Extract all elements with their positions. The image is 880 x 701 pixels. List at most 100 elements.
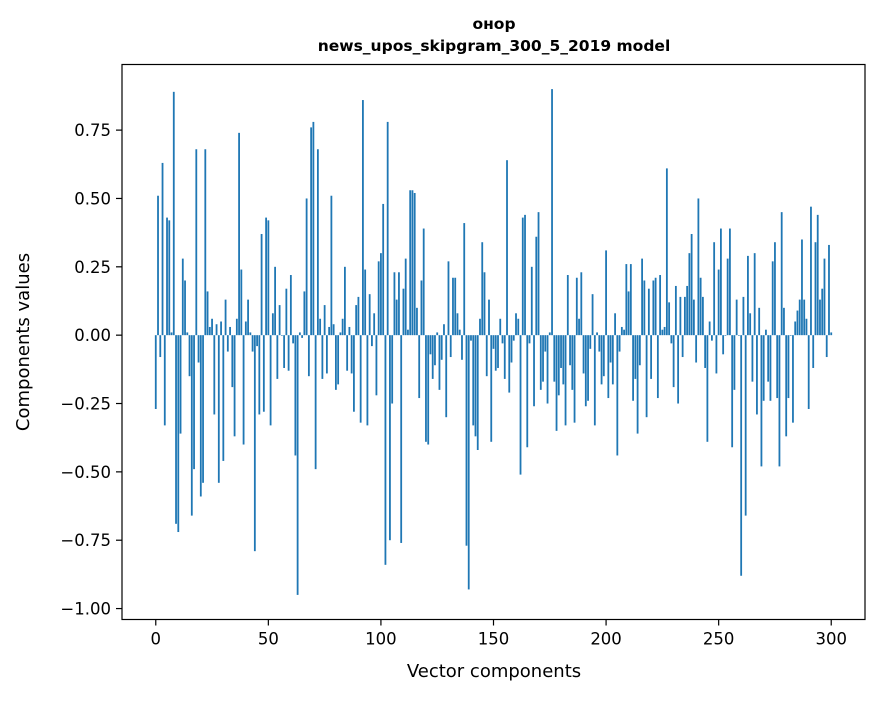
bar — [240, 269, 243, 336]
bar — [161, 162, 164, 336]
bar — [206, 291, 209, 336]
bar — [756, 335, 758, 415]
bar — [339, 332, 342, 336]
bar — [398, 272, 400, 336]
bar — [566, 275, 569, 336]
bar — [380, 253, 382, 336]
bar — [276, 335, 279, 379]
x-tick-label: 100 — [365, 630, 397, 649]
bar — [542, 335, 544, 382]
bar — [445, 335, 448, 418]
bar — [224, 299, 227, 336]
bar — [537, 212, 540, 336]
bar — [436, 332, 439, 336]
bar — [701, 296, 704, 336]
bar — [168, 220, 171, 336]
bar — [479, 318, 481, 336]
bar — [289, 275, 292, 336]
bar — [285, 288, 288, 336]
bar — [179, 335, 182, 434]
bar — [641, 258, 643, 336]
bar — [332, 324, 335, 336]
bar — [661, 329, 664, 336]
bar — [778, 335, 781, 467]
bar — [546, 335, 549, 404]
bar — [488, 299, 490, 336]
x-tick-label: 0 — [151, 630, 162, 649]
bar — [384, 335, 387, 565]
bar — [316, 149, 319, 336]
bar — [717, 269, 720, 336]
bar — [625, 264, 628, 336]
bar — [771, 261, 774, 336]
bar — [699, 277, 702, 336]
bar — [366, 335, 369, 426]
bar — [501, 335, 504, 344]
bar — [780, 212, 783, 336]
bar — [605, 250, 607, 336]
bar — [562, 335, 565, 385]
bar — [629, 264, 632, 336]
bar — [355, 305, 358, 336]
bar — [638, 335, 641, 366]
bar — [413, 193, 416, 336]
bar — [668, 302, 671, 336]
bar — [767, 335, 770, 382]
bar — [353, 335, 355, 412]
bar — [598, 335, 601, 352]
bar — [454, 277, 457, 336]
bar — [753, 253, 756, 336]
bar — [672, 335, 675, 388]
bar — [463, 223, 466, 336]
x-axis-ticks: 0 50 100 150 200 250 300 — [151, 619, 847, 649]
bar — [204, 149, 207, 336]
bar — [816, 214, 819, 336]
bar — [231, 335, 234, 388]
bar — [172, 91, 175, 336]
bar — [569, 335, 571, 366]
bar — [377, 261, 380, 336]
bar — [350, 335, 353, 374]
bar — [760, 335, 763, 467]
bar — [499, 318, 502, 336]
bar — [807, 335, 810, 409]
bar — [382, 203, 385, 336]
bar — [830, 332, 833, 336]
bar — [733, 335, 736, 390]
bar — [726, 258, 729, 336]
x-tick-label: 150 — [478, 630, 510, 649]
bar — [708, 321, 711, 336]
bar — [582, 335, 585, 374]
bar — [197, 335, 200, 363]
bar — [229, 326, 231, 336]
bar — [271, 313, 274, 336]
x-axis-label: Vector components — [407, 661, 581, 682]
bar — [805, 318, 808, 336]
bar — [294, 335, 297, 456]
bar — [226, 335, 229, 352]
x-tick-label: 50 — [258, 630, 279, 649]
bar — [425, 335, 427, 442]
bar — [681, 335, 684, 358]
bar — [456, 313, 459, 336]
bar — [166, 217, 168, 336]
bar — [368, 294, 371, 336]
bar — [411, 190, 414, 336]
y-tick-label: 0.50 — [74, 189, 111, 208]
bar — [521, 217, 524, 336]
bar — [528, 335, 531, 344]
bar — [535, 236, 538, 336]
chart-title-line2: news_upos_skipgram_300_5_2019 model — [318, 37, 671, 55]
bar — [251, 335, 254, 352]
bar — [510, 335, 513, 363]
bar — [157, 195, 159, 336]
bar — [636, 335, 639, 434]
bar — [762, 335, 765, 401]
bar — [548, 332, 551, 336]
bar — [740, 335, 743, 576]
bar — [440, 335, 443, 360]
x-tick-label: 200 — [590, 630, 622, 649]
bar — [244, 321, 247, 336]
bar — [650, 335, 653, 379]
